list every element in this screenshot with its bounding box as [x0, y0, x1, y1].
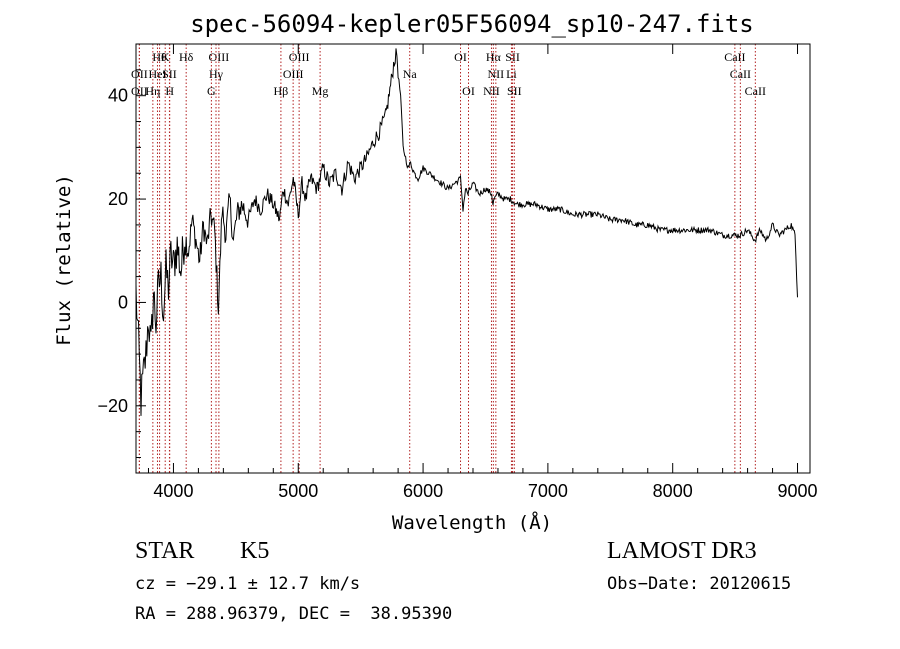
spectrum-series	[135, 48, 798, 416]
line-label: CaII	[724, 50, 745, 64]
line-label: Hβ	[274, 84, 289, 98]
y-tick-label: −20	[97, 396, 128, 416]
plot-frame	[135, 43, 811, 474]
line-label: G	[207, 84, 216, 98]
y-tick-label: 20	[108, 189, 128, 209]
line-label: Mg	[312, 84, 329, 98]
object-subclass: K5	[240, 538, 270, 564]
line-label: HeI	[148, 67, 166, 81]
line-label: OIII	[289, 50, 310, 64]
line-label: Hδ	[179, 50, 194, 64]
line-label: OIII	[283, 67, 304, 81]
line-label: SII	[507, 84, 522, 98]
y-axis-label: Flux (relative)	[53, 174, 75, 346]
chart-title: spec-56094-kepler05F56094_sp10-247.fits	[190, 10, 754, 38]
line-label: K	[161, 50, 170, 64]
line-label: OI	[462, 84, 475, 98]
object-class: STAR	[135, 538, 195, 564]
x-tick-label: 7000	[528, 481, 568, 501]
observation-date: Obs−Date: 20120615	[607, 574, 792, 594]
line-label: CaII	[730, 67, 751, 81]
x-tick-label: 4000	[153, 481, 193, 501]
line-label: Na	[403, 67, 418, 81]
redshift-info: cz = −29.1 ± 12.7 km/s	[135, 574, 361, 594]
y-axis: −20 0 20 40	[97, 43, 146, 458]
y-tick-label: 0	[118, 292, 128, 312]
x-tick-label: 5000	[278, 481, 318, 501]
line-label: NII	[483, 84, 500, 98]
x-axis-label: Wavelength (Å)	[392, 511, 552, 534]
line-label: SII	[505, 50, 520, 64]
line-label: Hα	[486, 50, 502, 64]
line-label: CaII	[745, 84, 766, 98]
coordinates-info: RA = 288.96379, DEC = 38.95390	[135, 604, 453, 624]
line-label: NII	[488, 67, 505, 81]
x-tick-label: 6000	[403, 481, 443, 501]
line-label: OI	[454, 50, 467, 64]
x-tick-label: 9000	[777, 481, 817, 501]
y-tick-label: 40	[108, 86, 128, 106]
line-label: SII	[162, 67, 177, 81]
x-tick-label: 8000	[653, 481, 693, 501]
survey-name: LAMOST DR3	[607, 538, 757, 564]
x-axis: 4000 5000 6000 7000 8000 9000	[147, 44, 818, 501]
line-label: Hθ	[152, 50, 167, 64]
line-label: Li	[506, 67, 517, 81]
line-label: OII	[131, 67, 148, 81]
line-label: H	[165, 84, 174, 98]
line-label: Hη	[145, 84, 160, 98]
line-label: Hγ	[209, 67, 224, 81]
line-label: OIII	[209, 50, 230, 64]
line-label: OII	[131, 84, 148, 98]
spectrum-line	[135, 48, 798, 416]
